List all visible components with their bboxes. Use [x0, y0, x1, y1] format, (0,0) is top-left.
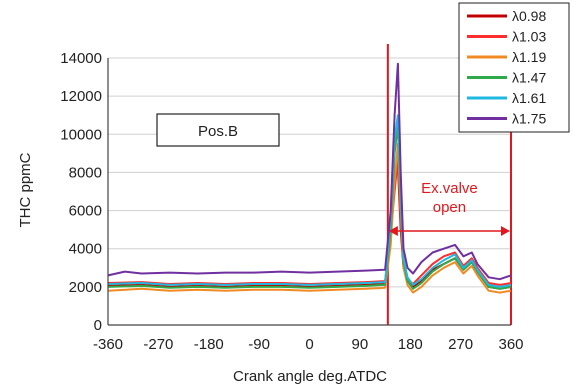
pos-b-label: Pos.B: [198, 123, 238, 140]
x-tick-label-8: 360: [498, 336, 523, 353]
x-tick-label-4: 0: [305, 336, 313, 353]
y-tick-label-4: 8000: [69, 164, 102, 181]
legend-box: [458, 2, 570, 133]
series-line-2: [107, 142, 512, 294]
legend-label-0: λ0.98: [512, 8, 546, 24]
legend-label-4: λ1.61: [512, 90, 546, 106]
ex-valve-label-line1: Ex.valve: [421, 180, 478, 197]
x-tick-label-3: -90: [248, 336, 270, 353]
x-tick-label-5: 90: [352, 336, 369, 353]
ex-valve-arrow-head-right: [501, 226, 510, 236]
x-tick-label-7: 270: [448, 336, 473, 353]
pos-b-label-box: Pos.B: [156, 113, 280, 147]
y-tick-label-6: 12000: [60, 88, 102, 105]
y-tick-label-1: 2000: [69, 279, 102, 296]
ex-valve-arrow-head-left: [388, 226, 398, 236]
series-line-5: [107, 62, 512, 281]
legend-label-3: λ1.47: [512, 70, 546, 86]
legend-label-2: λ1.19: [512, 49, 546, 65]
y-tick-label-3: 6000: [69, 203, 102, 220]
x-axis-title: Crank angle deg.ATDC: [233, 368, 387, 385]
axes: [107, 58, 511, 326]
series-line-1: [107, 156, 512, 286]
x-tick-label-0: -360: [93, 336, 123, 353]
legend-label-1: λ1.03: [512, 29, 546, 45]
y-tick-label-2: 4000: [69, 241, 102, 258]
x-tick-label-6: 180: [398, 336, 423, 353]
legend: λ0.98 λ1.03 λ1.19 λ1.47 λ1.61 λ1.75: [458, 2, 570, 133]
series-lines: [107, 62, 512, 294]
ex-valve-annotation: Ex.valve open: [388, 180, 510, 236]
y-tick-label-7: 14000: [60, 50, 102, 67]
ex-valve-arrow: [388, 226, 510, 236]
y-tick-label-0: 0: [94, 317, 102, 334]
legend-label-5: λ1.75: [512, 111, 546, 127]
tick-labels: 0 2000 4000 6000 8000 10000 12000 14000 -360 -270…: [60, 50, 523, 353]
ex-valve-label-line2: open: [433, 199, 466, 216]
y-axis-title: THC ppmC: [17, 152, 34, 227]
y-tick-label-5: 10000: [60, 126, 102, 143]
x-tick-label-1: -270: [143, 336, 173, 353]
gridlines: [108, 57, 511, 288]
x-tick-label-2: -180: [194, 336, 224, 353]
